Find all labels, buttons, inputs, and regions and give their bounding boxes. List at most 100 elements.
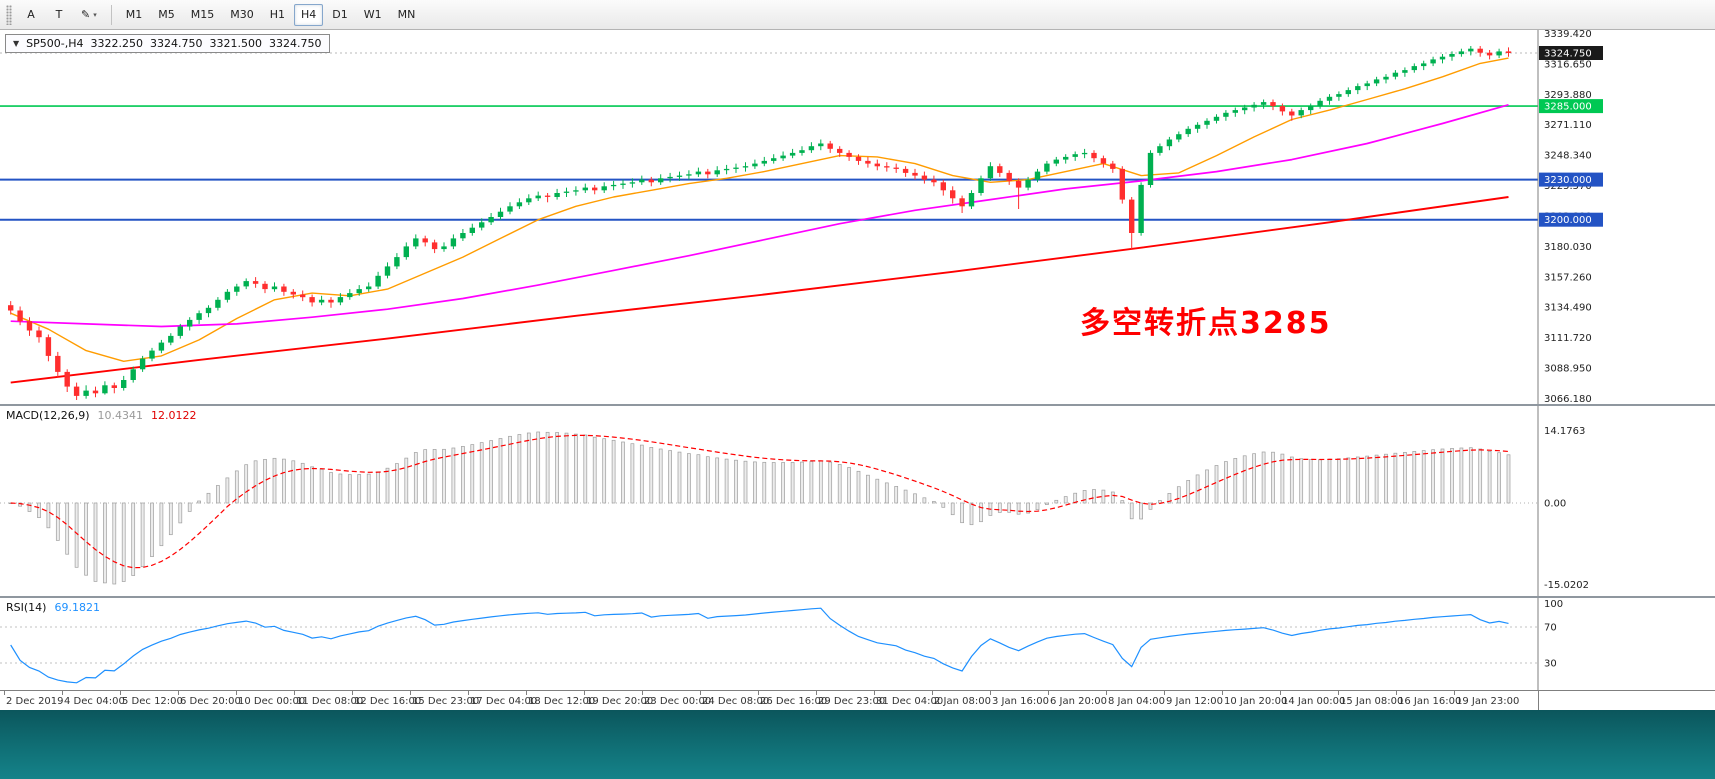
- time-tick: [816, 691, 817, 695]
- time-label: 10 Jan 20:00: [1224, 696, 1288, 707]
- time-tick: [990, 691, 991, 695]
- macd-scale-label: 0.00: [1544, 499, 1566, 510]
- timeframe-buttons: M1 M5 M15 M30 H1 H4 D1 W1 MN: [118, 3, 424, 26]
- timeframe-button-h4[interactable]: H4: [294, 3, 324, 26]
- rsi-scale-label: 70: [1544, 623, 1557, 634]
- chart-dropdown-icon[interactable]: ▼: [13, 39, 20, 48]
- time-label: 31 Dec 04:00: [876, 696, 944, 707]
- time-label: 26 Dec 16:00: [760, 696, 828, 707]
- current-price-label: 3324.750: [1544, 49, 1592, 60]
- time-tick: [1222, 691, 1223, 695]
- time-label: 23 Dec 00:00: [644, 696, 712, 707]
- macd-chart[interactable]: 14.1763 0.00 -15.0202: [0, 406, 1715, 596]
- price-scale-label: 3248.340: [1544, 151, 1592, 162]
- price-chart[interactable]: 3339.420 3316.650 3293.880 3271.110 3248.340…: [0, 30, 1715, 404]
- level-price-box: [1539, 212, 1603, 227]
- chart-title[interactable]: ▼ SP500-,H4 3322.250 3324.750 3321.500 3…: [5, 34, 330, 53]
- timeframe-button-h1[interactable]: H1: [263, 4, 292, 26]
- time-tick: [874, 691, 875, 695]
- time-label: 14 Jan 00:00: [1282, 696, 1346, 707]
- timeframe-button-w1[interactable]: W1: [357, 4, 389, 26]
- panel-splitter-macd[interactable]: [0, 404, 1715, 406]
- time-label: 18 Dec 12:00: [528, 696, 596, 707]
- price-panel: 3339.420 3316.650 3293.880 3271.110 3248.340…: [0, 30, 1715, 404]
- charts-toolbar: A T ✎ ▾ M1 M5 M15 M30 H1 H4 D1 W1 MN: [0, 0, 1715, 30]
- time-tick: [642, 691, 643, 695]
- price-scale-label: 3180.030: [1544, 242, 1592, 253]
- rsi-chart[interactable]: 100 70 30: [0, 598, 1715, 690]
- macd-signal-line: [10, 434, 1509, 569]
- chart-close: 3324.750: [269, 37, 322, 50]
- timeframe-button-m30[interactable]: M30: [223, 4, 261, 26]
- scale-corner-separator: [1538, 691, 1539, 710]
- rsi-label: RSI(14) 69.1821: [6, 601, 100, 614]
- time-label: 15 Jan 08:00: [1340, 696, 1404, 707]
- rsi-panel: 100 70 30 RSI(14) 69.1821: [0, 598, 1715, 690]
- time-tick: [932, 691, 933, 695]
- time-tick: [410, 691, 411, 695]
- price-scale-label: 3066.180: [1544, 394, 1592, 404]
- timeframe-button-m1[interactable]: M1: [119, 4, 150, 26]
- time-label: 3 Jan 16:00: [992, 696, 1049, 707]
- time-tick: [526, 691, 527, 695]
- price-scale-label: 3134.490: [1544, 303, 1592, 314]
- chevron-down-icon: ▾: [93, 10, 97, 19]
- drawing-tools-button[interactable]: ✎ ▾: [74, 4, 104, 26]
- macd-histogram: [8, 431, 1511, 585]
- time-label: 8 Jan 04:00: [1108, 696, 1165, 707]
- time-tick: [4, 691, 5, 695]
- time-tick: [1106, 691, 1107, 695]
- level-price-label: 3200.000: [1544, 215, 1592, 226]
- time-label: 12 Dec 16:00: [354, 696, 422, 707]
- time-label: 5 Dec 12:00: [122, 696, 183, 707]
- text-label-button[interactable]: A: [18, 4, 44, 26]
- time-tick: [178, 691, 179, 695]
- chart-symbol-period: SP500-,H4: [26, 37, 84, 50]
- time-tick: [1164, 691, 1165, 695]
- rsi-scale-label: 100: [1544, 599, 1563, 610]
- fast-ma-line: [10, 57, 1509, 362]
- time-tick: [1280, 691, 1281, 695]
- time-label: 17 Dec 04:00: [470, 696, 538, 707]
- time-tick: [584, 691, 585, 695]
- macd-name: MACD(12,26,9): [6, 409, 90, 422]
- chart-low: 3321.500: [209, 37, 263, 50]
- time-label: 9 Jan 12:00: [1166, 696, 1223, 707]
- timeframe-button-mn[interactable]: MN: [391, 4, 423, 26]
- price-scale-label: 3316.650: [1544, 59, 1592, 70]
- macd-panel: 14.1763 0.00 -15.0202 MACD(12,26,9) 10.434…: [0, 406, 1715, 596]
- time-axis[interactable]: 2 Dec 2019 4 Dec 04:00 5 Dec 12:00 6 Dec 20…: [0, 690, 1715, 710]
- drawing-tool-buttons: A T ✎ ▾: [17, 3, 105, 26]
- macd-value: 10.4341: [97, 409, 144, 422]
- timeframe-button-m15[interactable]: M15: [184, 4, 222, 26]
- chart-annotation: 多空转折点3285: [1080, 306, 1332, 341]
- time-tick: [352, 691, 353, 695]
- panel-splitter-rsi[interactable]: [0, 596, 1715, 598]
- level-price-box: [1539, 172, 1603, 187]
- candlesticks: [8, 46, 1512, 400]
- current-price-box: [1539, 46, 1603, 60]
- text-box-button[interactable]: T: [46, 4, 72, 26]
- time-tick: [700, 691, 701, 695]
- price-scale-label: 3271.110: [1544, 120, 1592, 131]
- time-label: 6 Dec 20:00: [180, 696, 241, 707]
- time-tick: [758, 691, 759, 695]
- long-ma-line: [10, 196, 1509, 384]
- chart-open: 3322.250: [90, 37, 144, 50]
- time-label: 4 Dec 04:00: [64, 696, 125, 707]
- level-price-label: 3230.000: [1544, 175, 1592, 186]
- chart-high: 3324.750: [150, 37, 203, 50]
- timeframe-button-m5[interactable]: M5: [151, 4, 182, 26]
- chart-window: 3339.420 3316.650 3293.880 3271.110 3248.340…: [0, 30, 1715, 710]
- timeframe-button-d1[interactable]: D1: [325, 4, 354, 26]
- time-label: 19 Dec 20:00: [586, 696, 654, 707]
- time-label: 15 Dec 23:00: [412, 696, 480, 707]
- time-tick: [1396, 691, 1397, 695]
- time-label: 10 Dec 00:00: [238, 696, 306, 707]
- toolbar-separator: [110, 4, 112, 25]
- toolbar-grip[interactable]: [6, 4, 12, 25]
- time-tick: [294, 691, 295, 695]
- time-label: 19 Jan 23:00: [1456, 696, 1520, 707]
- price-scale-label: 3293.880: [1544, 90, 1592, 101]
